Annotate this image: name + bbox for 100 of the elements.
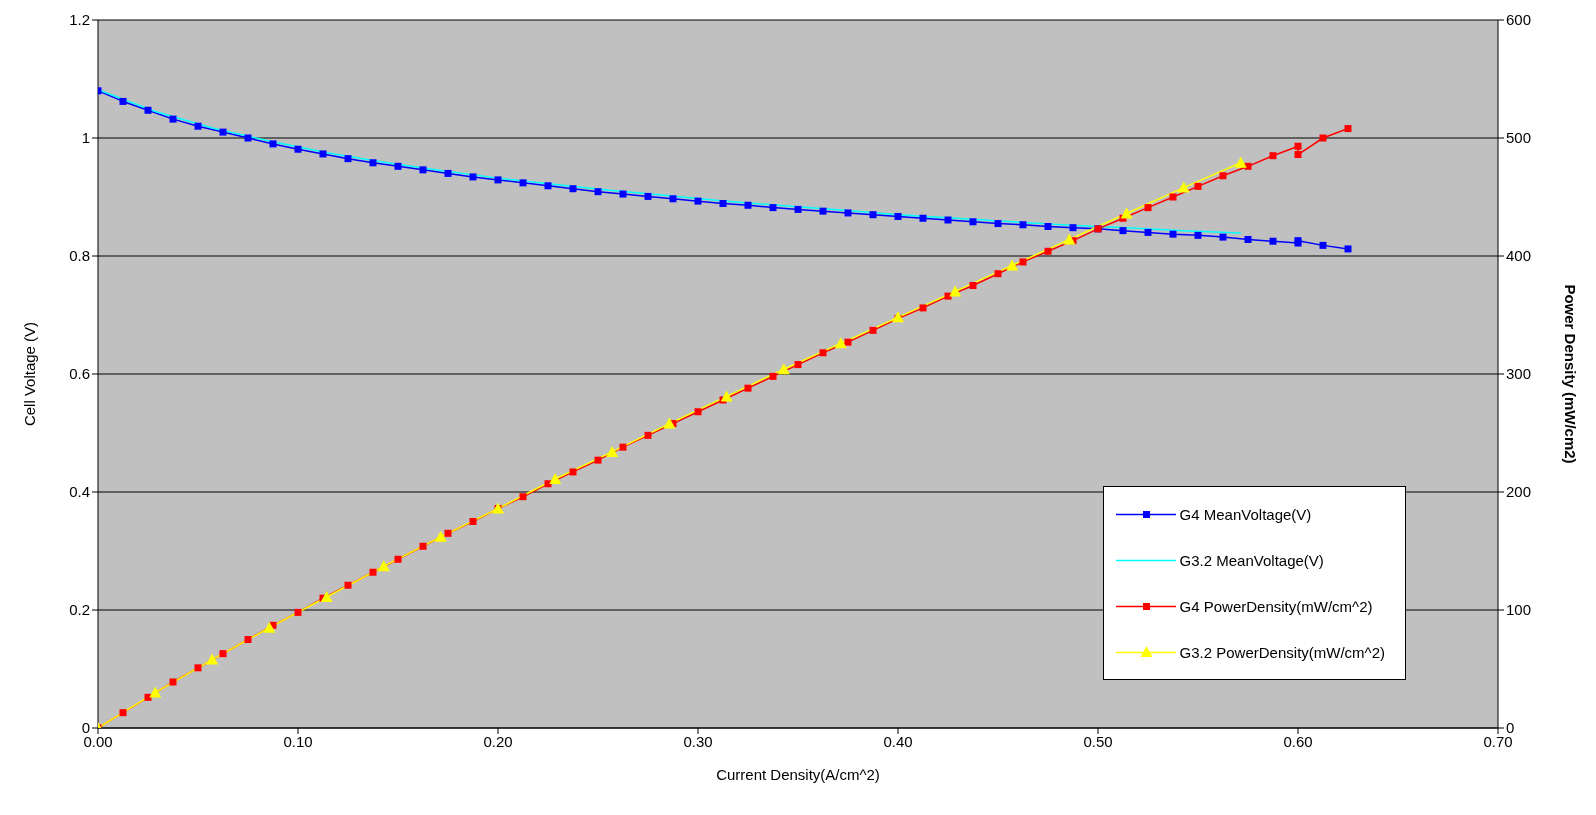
point bbox=[769, 372, 777, 380]
x-tick-label: 0.30 bbox=[683, 732, 713, 750]
point bbox=[244, 134, 252, 142]
point bbox=[469, 173, 477, 181]
y-tick-label: 0.2 bbox=[69, 601, 90, 619]
point bbox=[1194, 182, 1202, 190]
point bbox=[469, 518, 477, 525]
point bbox=[1063, 233, 1076, 245]
point bbox=[694, 197, 702, 205]
point bbox=[169, 115, 177, 123]
point bbox=[219, 128, 227, 136]
point bbox=[1019, 221, 1027, 229]
point bbox=[206, 653, 219, 665]
point bbox=[1219, 172, 1227, 180]
y-tick-label: 0.8 bbox=[69, 247, 90, 265]
point bbox=[419, 542, 427, 550]
point bbox=[144, 106, 152, 114]
point bbox=[892, 311, 904, 323]
point bbox=[1344, 125, 1352, 133]
y-axis-title: Cell Voltage (V) bbox=[21, 321, 39, 427]
legend-label: G3.2 PowerDensity(mW/cm^2) bbox=[1179, 643, 1385, 661]
point bbox=[834, 337, 847, 349]
y2-tick-label: 600 bbox=[1506, 11, 1532, 29]
point bbox=[944, 216, 952, 224]
point bbox=[319, 150, 327, 158]
point bbox=[1344, 245, 1352, 253]
point bbox=[669, 195, 677, 203]
legend-label: G4 PowerDensity(mW/cm^2) bbox=[1179, 597, 1373, 615]
point bbox=[1120, 207, 1133, 219]
y-tick-label: 1.2 bbox=[69, 11, 90, 29]
point bbox=[194, 664, 202, 672]
point bbox=[344, 581, 352, 589]
point bbox=[294, 608, 302, 616]
x-tick-label: 0.60 bbox=[1283, 732, 1313, 750]
point bbox=[119, 709, 127, 717]
point bbox=[1069, 224, 1077, 232]
legend-label: G3.2 MeanVoltage(V) bbox=[1179, 551, 1324, 569]
y-tick-label: 0.4 bbox=[69, 483, 90, 501]
point bbox=[869, 326, 877, 334]
y-tick-label: 1 bbox=[81, 129, 90, 147]
point bbox=[969, 218, 977, 226]
point bbox=[769, 204, 777, 212]
point bbox=[1269, 152, 1277, 160]
point bbox=[844, 209, 852, 217]
point bbox=[344, 155, 352, 163]
point bbox=[1319, 134, 1327, 142]
y2-axis-title: Power Density (mW/cm2) bbox=[1561, 284, 1579, 464]
point bbox=[819, 207, 827, 215]
point bbox=[149, 686, 162, 698]
point bbox=[419, 166, 427, 174]
point bbox=[1177, 181, 1190, 193]
point bbox=[794, 205, 802, 213]
point bbox=[1044, 223, 1052, 230]
point bbox=[794, 361, 802, 369]
point bbox=[494, 176, 502, 184]
point bbox=[569, 185, 577, 193]
point bbox=[549, 473, 562, 485]
point bbox=[1269, 237, 1277, 245]
point bbox=[594, 456, 602, 464]
point bbox=[744, 384, 752, 392]
point bbox=[1194, 231, 1202, 239]
point bbox=[394, 555, 402, 563]
point bbox=[263, 621, 276, 633]
point bbox=[119, 97, 127, 105]
point bbox=[369, 159, 377, 167]
point bbox=[1219, 233, 1227, 241]
x-tick-label: 0.50 bbox=[1083, 732, 1113, 750]
y2-tick-label: 300 bbox=[1506, 365, 1532, 383]
point bbox=[644, 431, 652, 439]
point bbox=[569, 468, 577, 476]
point bbox=[519, 179, 527, 187]
y-tick-label: 0.6 bbox=[69, 365, 90, 383]
x-axis-title: Current Density(A/cm^2) bbox=[716, 766, 880, 783]
y2-tick-label: 500 bbox=[1506, 129, 1532, 147]
point bbox=[394, 162, 402, 170]
point bbox=[869, 211, 877, 219]
point bbox=[969, 282, 977, 289]
point bbox=[1169, 193, 1177, 201]
point bbox=[219, 650, 227, 658]
point bbox=[819, 349, 827, 357]
point bbox=[269, 140, 277, 148]
point bbox=[244, 636, 252, 643]
point bbox=[994, 270, 1002, 278]
point bbox=[434, 530, 447, 542]
point bbox=[619, 443, 627, 451]
point bbox=[694, 408, 702, 416]
point bbox=[1244, 162, 1252, 170]
y2-tick-label: 200 bbox=[1506, 483, 1532, 501]
point bbox=[919, 214, 927, 222]
point bbox=[949, 285, 962, 297]
point bbox=[844, 338, 852, 346]
point bbox=[444, 169, 452, 177]
point bbox=[1044, 247, 1052, 255]
point bbox=[894, 212, 902, 220]
x-tick-label: 0.20 bbox=[483, 732, 513, 750]
point bbox=[1144, 228, 1152, 236]
point bbox=[594, 188, 602, 196]
point bbox=[644, 192, 652, 200]
point bbox=[444, 529, 452, 537]
point bbox=[194, 122, 202, 130]
